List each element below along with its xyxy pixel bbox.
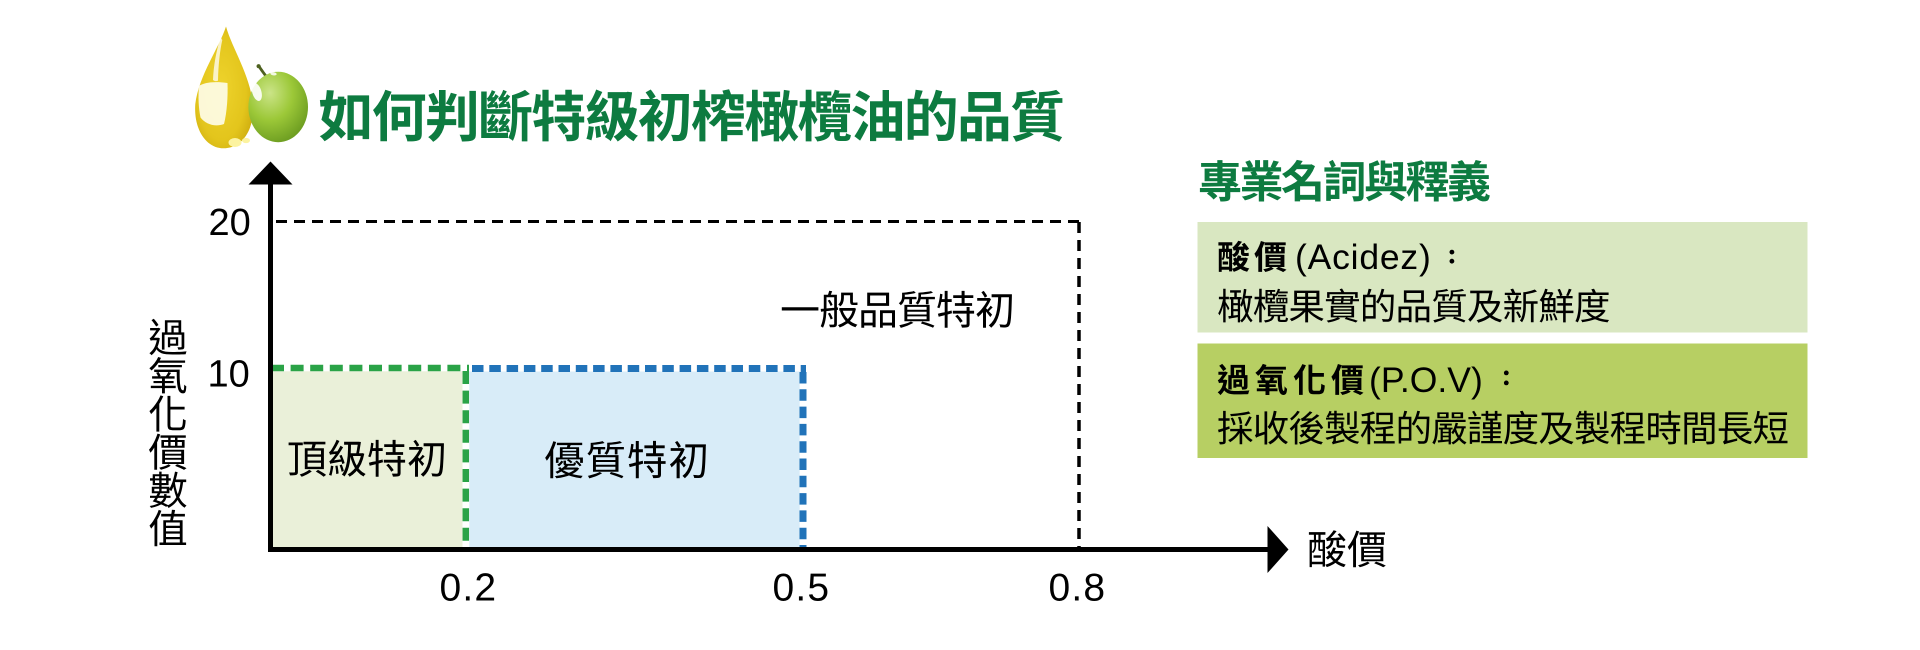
svg-text:(Acidez): (Acidez)	[1295, 237, 1432, 277]
svg-text:10: 10	[208, 354, 250, 396]
svg-text:(P.O.V): (P.O.V)	[1369, 360, 1483, 400]
svg-text:0.2: 0.2	[440, 567, 498, 610]
svg-text:0.5: 0.5	[773, 567, 831, 610]
svg-text:0.8: 0.8	[1049, 567, 1107, 610]
svg-text:20: 20	[209, 202, 251, 244]
